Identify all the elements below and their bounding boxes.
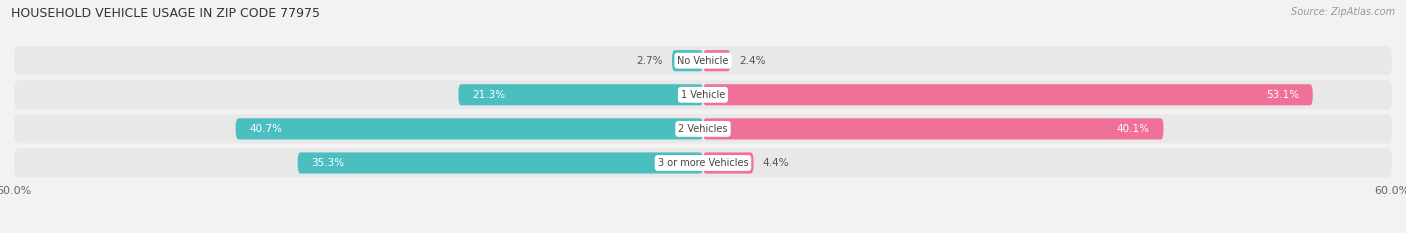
FancyBboxPatch shape <box>236 118 703 140</box>
Text: 3 or more Vehicles: 3 or more Vehicles <box>658 158 748 168</box>
Text: 53.1%: 53.1% <box>1265 90 1299 100</box>
FancyBboxPatch shape <box>458 84 703 105</box>
Text: 35.3%: 35.3% <box>312 158 344 168</box>
FancyBboxPatch shape <box>14 80 1392 109</box>
Text: 2 Vehicles: 2 Vehicles <box>678 124 728 134</box>
Text: 4.4%: 4.4% <box>762 158 789 168</box>
FancyBboxPatch shape <box>14 46 1392 75</box>
Text: HOUSEHOLD VEHICLE USAGE IN ZIP CODE 77975: HOUSEHOLD VEHICLE USAGE IN ZIP CODE 7797… <box>11 7 321 20</box>
FancyBboxPatch shape <box>14 148 1392 178</box>
Legend: Owner-occupied, Renter-occupied: Owner-occupied, Renter-occupied <box>581 230 825 233</box>
Text: 40.7%: 40.7% <box>249 124 283 134</box>
FancyBboxPatch shape <box>703 152 754 174</box>
FancyBboxPatch shape <box>703 50 731 71</box>
FancyBboxPatch shape <box>703 118 1163 140</box>
FancyBboxPatch shape <box>672 50 703 71</box>
FancyBboxPatch shape <box>298 152 703 174</box>
Text: 1 Vehicle: 1 Vehicle <box>681 90 725 100</box>
Text: 40.1%: 40.1% <box>1116 124 1150 134</box>
FancyBboxPatch shape <box>703 84 1313 105</box>
Text: 2.7%: 2.7% <box>637 56 662 66</box>
Text: 21.3%: 21.3% <box>472 90 505 100</box>
FancyBboxPatch shape <box>14 114 1392 143</box>
Text: Source: ZipAtlas.com: Source: ZipAtlas.com <box>1291 7 1395 17</box>
Text: No Vehicle: No Vehicle <box>678 56 728 66</box>
Text: 2.4%: 2.4% <box>740 56 766 66</box>
